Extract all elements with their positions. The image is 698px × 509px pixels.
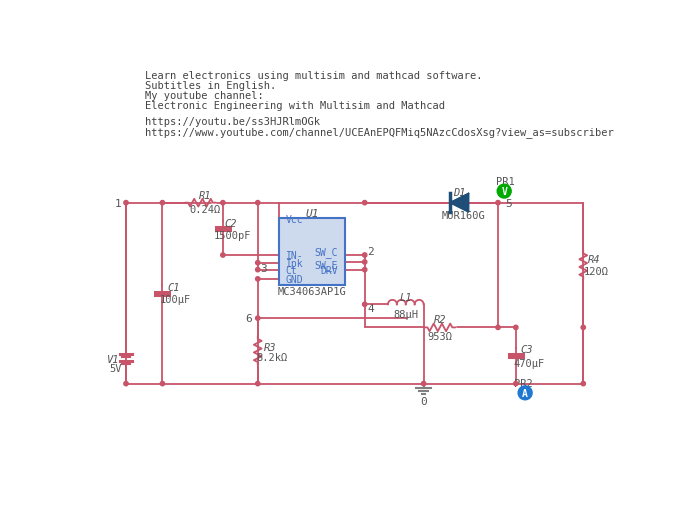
Circle shape <box>255 382 260 386</box>
Circle shape <box>514 382 518 386</box>
Text: 100µF: 100µF <box>160 295 191 305</box>
Text: Subtitles in English.: Subtitles in English. <box>145 81 276 91</box>
Text: MC34063AP1G: MC34063AP1G <box>278 287 346 297</box>
Text: C1: C1 <box>167 282 179 292</box>
Circle shape <box>362 253 367 258</box>
Circle shape <box>581 382 586 386</box>
Text: C3: C3 <box>521 345 533 355</box>
Circle shape <box>496 326 500 330</box>
Text: SW_E: SW_E <box>315 260 339 271</box>
Circle shape <box>496 201 500 206</box>
Circle shape <box>124 201 128 206</box>
Circle shape <box>221 201 225 206</box>
Circle shape <box>581 326 586 330</box>
Text: 88µH: 88µH <box>393 309 418 319</box>
Text: 5V: 5V <box>109 363 121 374</box>
Text: 5: 5 <box>505 199 512 208</box>
Circle shape <box>124 382 128 386</box>
Circle shape <box>255 277 260 281</box>
Text: 4: 4 <box>368 303 374 314</box>
Text: L1: L1 <box>399 292 412 302</box>
Text: GND: GND <box>285 274 303 285</box>
Circle shape <box>362 302 367 307</box>
FancyBboxPatch shape <box>279 219 345 286</box>
Text: 953Ω: 953Ω <box>427 331 452 341</box>
Text: Electronic Engineering with Multisim and Mathcad: Electronic Engineering with Multisim and… <box>145 101 445 111</box>
Circle shape <box>255 261 260 265</box>
Text: Learn electronics using multisim and mathcad software.: Learn electronics using multisim and mat… <box>145 71 483 81</box>
Circle shape <box>362 201 367 206</box>
Text: Ct: Ct <box>285 265 297 275</box>
Text: C2: C2 <box>224 218 237 228</box>
Text: 3: 3 <box>260 264 267 273</box>
Text: PR1: PR1 <box>496 177 515 187</box>
Text: My youtube channel:: My youtube channel: <box>145 91 264 101</box>
Text: A: A <box>522 388 528 398</box>
Text: SW_C: SW_C <box>315 247 339 258</box>
Text: MUR160G: MUR160G <box>441 211 485 220</box>
Circle shape <box>518 386 532 400</box>
Text: V: V <box>501 187 507 196</box>
Circle shape <box>422 382 426 386</box>
Circle shape <box>161 382 165 386</box>
Text: V1: V1 <box>107 354 120 364</box>
Text: R2: R2 <box>433 314 446 324</box>
Text: 6: 6 <box>245 314 252 324</box>
Polygon shape <box>450 194 468 212</box>
Text: D1: D1 <box>453 187 466 197</box>
Circle shape <box>161 201 165 206</box>
Text: 0.24Ω: 0.24Ω <box>189 205 221 214</box>
Circle shape <box>514 326 518 330</box>
Text: DRV: DRV <box>320 265 339 275</box>
Text: R4: R4 <box>588 254 600 264</box>
Text: 470µF: 470µF <box>513 358 544 369</box>
Circle shape <box>362 260 367 265</box>
Text: 120Ω: 120Ω <box>584 267 609 276</box>
Circle shape <box>497 185 511 199</box>
Circle shape <box>255 317 260 321</box>
Circle shape <box>255 268 260 272</box>
Text: Ipk: Ipk <box>285 258 303 268</box>
Circle shape <box>221 253 225 258</box>
Text: PR2: PR2 <box>514 378 533 388</box>
Text: 2: 2 <box>368 247 374 257</box>
Text: https://www.youtube.com/channel/UCEAnEPQFMiq5NAzcCdosXsg?view_as=subscriber: https://www.youtube.com/channel/UCEAnEPQ… <box>145 127 614 138</box>
Text: https://youtu.be/ss3HJRlmOGk: https://youtu.be/ss3HJRlmOGk <box>145 117 320 127</box>
Text: 0: 0 <box>420 396 427 406</box>
Text: R1: R1 <box>199 190 211 201</box>
Text: 1500pF: 1500pF <box>214 231 252 241</box>
Text: 8.2kΩ: 8.2kΩ <box>256 353 288 363</box>
Text: U1: U1 <box>305 208 319 218</box>
Circle shape <box>362 268 367 272</box>
Text: 1: 1 <box>115 199 121 208</box>
Text: R3: R3 <box>264 343 276 353</box>
Text: IN-: IN- <box>285 250 303 261</box>
Text: Vcc: Vcc <box>285 214 303 224</box>
Circle shape <box>255 201 260 206</box>
